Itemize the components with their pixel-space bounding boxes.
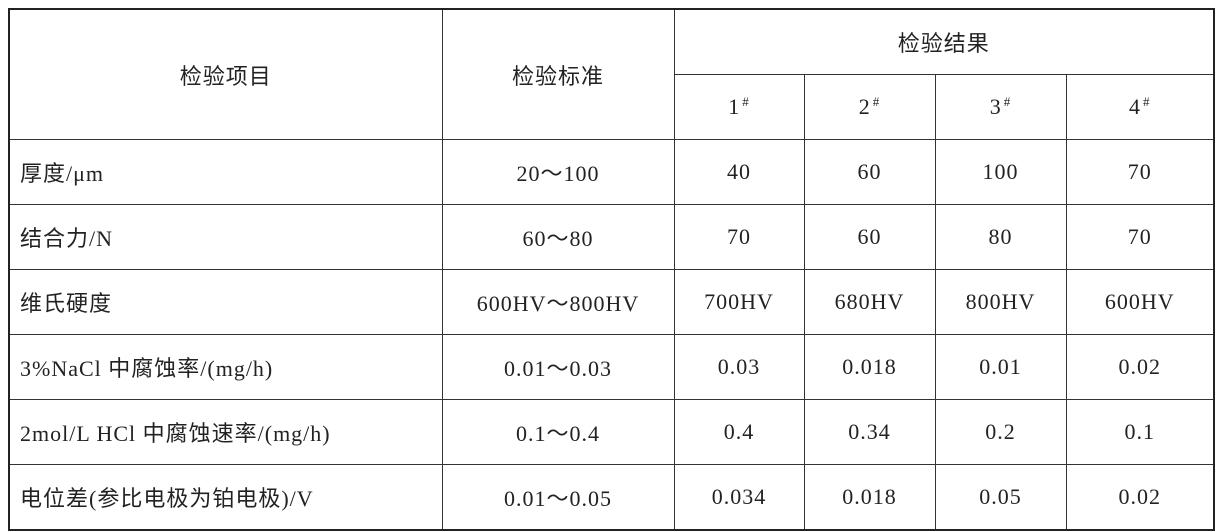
row-label: 电位差(参比电极为铂电极)/V	[8, 464, 443, 531]
table-cell: 0.4	[673, 399, 805, 465]
header-row: 1 #2 #3 #4 #	[9, 74, 1215, 140]
table-row: 结合力/N 60～80 70 60 80 70	[8, 204, 1215, 270]
table-cell: 0.03	[673, 334, 805, 400]
table-cell: 0.018	[803, 464, 936, 531]
table-row: 维氏硬度 600HV～800HV 700HV 680HV 800HV 600HV	[8, 269, 1215, 335]
table-cell: 680HV	[803, 269, 936, 335]
table-cell: 0.05	[934, 464, 1067, 531]
header-cell: 检验标准	[441, 8, 675, 140]
header-row: 检验项目 检验标准 检验结果	[8, 8, 1215, 140]
table-cell: 0.2	[934, 399, 1067, 465]
sample-header: 4 #	[1065, 74, 1215, 140]
table-cell: 0.018	[803, 334, 936, 400]
row-label: 结合力/N	[8, 204, 443, 270]
table-cell: 100	[934, 139, 1067, 205]
table-cell: 800HV	[934, 269, 1067, 335]
sample-number: 4	[1129, 94, 1141, 119]
sample-mark: #	[742, 94, 750, 109]
table-cell: 600HV	[1065, 269, 1215, 335]
table-cell: 80	[934, 204, 1067, 270]
table-cell: 70	[1065, 204, 1215, 270]
row-label: 2mol/L HCl 中腐蚀速率/(mg/h)	[8, 399, 443, 465]
table-cell: 0.34	[803, 399, 936, 465]
sample-header: 1 #	[673, 74, 805, 140]
table-cell: 0.01	[934, 334, 1067, 400]
row-label: 维氏硬度	[8, 269, 443, 335]
sample-mark: #	[1143, 94, 1151, 109]
table-row: 电位差(参比电极为铂电极)/V 0.01～0.05 0.034 0.018 0.05 0.…	[8, 464, 1215, 531]
table-cell: 70	[673, 204, 805, 270]
sample-mark: #	[1003, 94, 1012, 109]
sample-number: 3	[989, 94, 1002, 119]
row-label: 3%NaCl 中腐蚀率/(mg/h)	[8, 334, 443, 400]
table-cell: 60～80	[441, 204, 675, 270]
table-cell: 0.02	[1065, 334, 1215, 400]
table-row: 2mol/L HCl 中腐蚀速率/(mg/h) 0.1～0.4 0.4 0.34 0.2…	[8, 399, 1215, 465]
table-body: 检验项目 检验标准 检验结果 1 #2 #3 #4 # 厚度/μm 20～100 40 60 1…	[8, 8, 1215, 531]
sample-number: 2	[858, 94, 871, 119]
table-cell: 40	[673, 139, 805, 205]
table-cell: 700HV	[673, 269, 805, 335]
data-table: 检验项目 检验标准 检验结果 1 #2 #3 #4 # 厚度/μm 20～100 40 60 1…	[8, 8, 1215, 531]
row-label: 厚度/μm	[8, 139, 443, 205]
table-cell: 60	[803, 204, 936, 270]
table-cell: 0.02	[1065, 464, 1215, 531]
table-cell: 0.1	[1065, 399, 1215, 465]
table-cell: 0.034	[673, 464, 805, 531]
sample-number: 1	[728, 94, 741, 119]
table-cell: 600HV～800HV	[441, 269, 675, 335]
header-cell: 检验结果	[673, 8, 1215, 75]
table-cell: 70	[1065, 139, 1215, 205]
table-cell: 0.01～0.03	[441, 334, 675, 400]
table-cell: 0.1～0.4	[441, 399, 675, 465]
table-cell: 60	[803, 139, 936, 205]
header-cell: 检验项目	[8, 8, 443, 140]
sample-header: 2 #	[803, 74, 936, 140]
sample-mark: #	[872, 94, 881, 109]
table-row: 3%NaCl 中腐蚀率/(mg/h) 0.01～0.03 0.03 0.018 0.01…	[8, 334, 1215, 400]
table-cell: 20～100	[441, 139, 675, 205]
table-cell: 0.01～0.05	[441, 464, 675, 531]
table-row: 厚度/μm 20～100 40 60 100 70	[8, 139, 1215, 205]
sample-header: 3 #	[934, 74, 1067, 140]
